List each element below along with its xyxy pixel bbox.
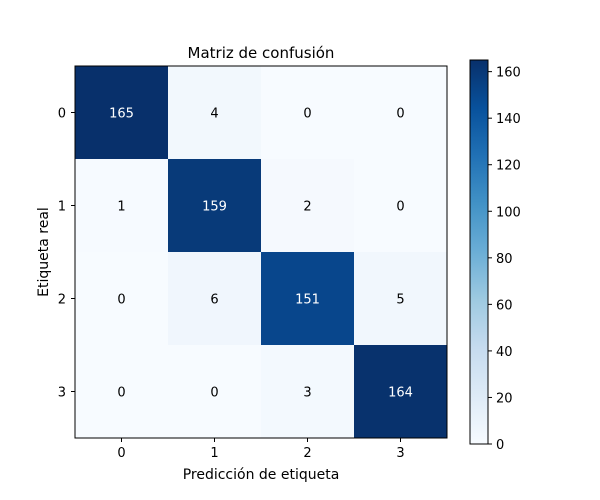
heatmap-cell (354, 345, 448, 439)
heatmap-cell (354, 66, 448, 160)
cell-value-label: 159 (202, 200, 227, 215)
cell-value-label: 164 (388, 386, 413, 401)
colorbar (469, 59, 489, 445)
colorbar-tick-label: 0 (496, 438, 504, 453)
y-axis-label: Etiqueta real (36, 207, 52, 297)
cell-value-label: 0 (117, 386, 125, 401)
heatmap-cell (168, 66, 262, 160)
heatmap-cell (354, 252, 448, 346)
cell-value-label: 5 (396, 293, 404, 308)
y-tick-label: 1 (58, 200, 66, 215)
cell-value-label: 0 (303, 107, 311, 122)
colorbar-tick-label: 160 (496, 66, 521, 81)
y-tick-label: 0 (58, 107, 66, 122)
heatmap-cell (168, 252, 262, 346)
cell-value-label: 6 (210, 293, 218, 308)
heatmap-cell (168, 345, 262, 439)
colorbar-tick-label: 120 (496, 159, 521, 174)
chart-title: Matriz de confusión (188, 44, 335, 62)
cell-value-label: 2 (303, 200, 311, 215)
heatmap-cell (168, 159, 262, 253)
y-axis-ticks: 0 1 2 3 (58, 107, 75, 401)
y-tick-label: 2 (58, 293, 66, 308)
x-tick-label: 0 (117, 446, 125, 461)
x-axis-label: Predicción de etiqueta (183, 467, 340, 483)
colorbar-tick-label: 40 (496, 345, 513, 360)
heatmap-cell (75, 345, 169, 439)
heatmap-cell (354, 159, 448, 253)
cell-value-label: 151 (295, 293, 320, 308)
cell-value-label: 1 (117, 200, 125, 215)
cell-value-label: 3 (303, 386, 311, 401)
heatmap-cells: 165 4 0 0 1 159 2 0 0 6 151 5 0 0 3 164 (75, 66, 448, 439)
colorbar-tick-label: 100 (496, 205, 521, 220)
heatmap-cell (75, 159, 169, 253)
colorbar-tick-label: 60 (496, 298, 513, 313)
cell-value-label: 0 (117, 293, 125, 308)
x-tick-label: 2 (303, 446, 311, 461)
heatmap-cell (261, 159, 355, 253)
heatmap-cell (75, 252, 169, 346)
heatmap-cell (75, 66, 169, 160)
cell-value-label: 4 (210, 107, 218, 122)
heatmap-cell (261, 345, 355, 439)
y-tick-label: 3 (58, 386, 66, 401)
plot-frame (74, 65, 448, 439)
cell-value-label: 0 (396, 200, 404, 215)
x-axis-ticks: 0 1 2 3 (117, 438, 405, 461)
colorbar-tick-label: 20 (496, 391, 513, 406)
cell-value-label: 0 (396, 107, 404, 122)
cell-value-label: 0 (210, 386, 218, 401)
heatmap-cell (261, 252, 355, 346)
x-tick-label: 3 (396, 446, 404, 461)
colorbar-tick-label: 80 (496, 252, 513, 267)
colorbar-ticks: 0 20 40 60 80 100 120 140 160 (488, 66, 521, 453)
heatmap-cell (261, 66, 355, 160)
x-tick-label: 1 (210, 446, 218, 461)
cell-value-label: 165 (109, 107, 134, 122)
colorbar-tick-label: 140 (496, 112, 521, 127)
